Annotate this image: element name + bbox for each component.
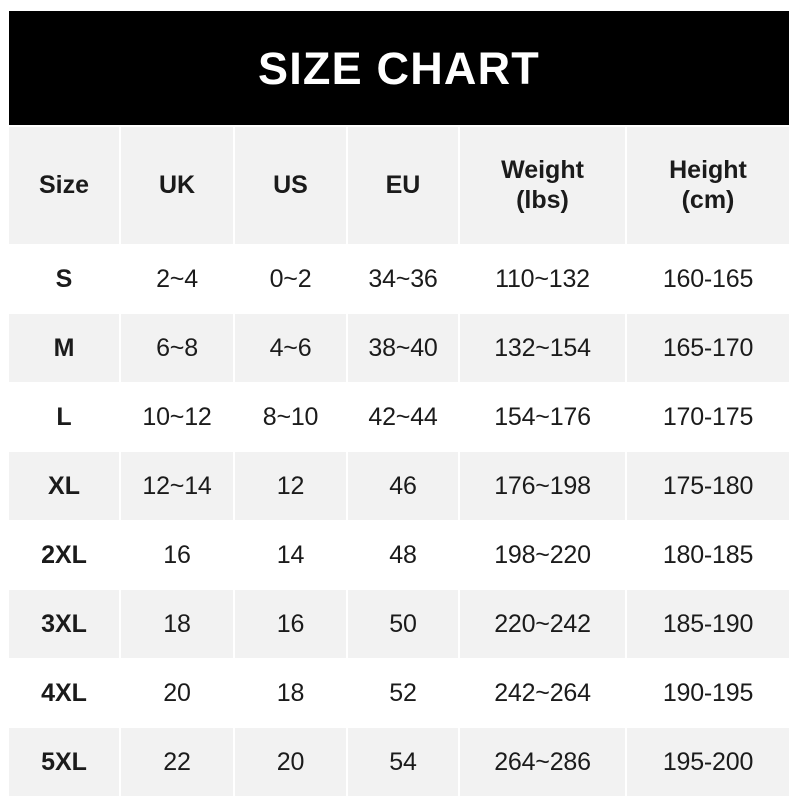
table-row: 4XL 20 18 52 242~264 190-195	[9, 659, 789, 728]
cell-size: 3XL	[9, 590, 121, 659]
column-header-uk: UK	[121, 127, 235, 245]
cell-uk: 22	[121, 728, 235, 796]
title-banner: SIZE CHART	[9, 11, 789, 125]
cell-height: 195-200	[627, 728, 789, 796]
table-row: 5XL 22 20 54 264~286 195-200	[9, 728, 789, 796]
cell-uk: 20	[121, 659, 235, 728]
cell-us: 18	[235, 659, 348, 728]
table-body: S 2~4 0~2 34~36 110~132 160-165 M 6~8 4~6 38~40 13…	[9, 245, 789, 796]
cell-eu: 46	[348, 452, 460, 521]
cell-eu: 48	[348, 521, 460, 590]
cell-weight: 198~220	[460, 521, 627, 590]
cell-us: 4~6	[235, 314, 348, 383]
cell-eu: 38~40	[348, 314, 460, 383]
cell-weight: 176~198	[460, 452, 627, 521]
cell-size: S	[9, 245, 121, 314]
cell-height: 165-170	[627, 314, 789, 383]
cell-weight: 264~286	[460, 728, 627, 796]
cell-weight: 242~264	[460, 659, 627, 728]
cell-eu: 52	[348, 659, 460, 728]
cell-size: 4XL	[9, 659, 121, 728]
cell-uk: 2~4	[121, 245, 235, 314]
column-header-uk-label: UK	[158, 170, 196, 199]
cell-eu: 34~36	[348, 245, 460, 314]
cell-us: 0~2	[235, 245, 348, 314]
cell-us: 14	[235, 521, 348, 590]
column-header-weight: Weight (lbs)	[460, 127, 627, 245]
cell-height: 175-180	[627, 452, 789, 521]
cell-size: 5XL	[9, 728, 121, 796]
cell-uk: 10~12	[121, 383, 235, 452]
cell-eu: 54	[348, 728, 460, 796]
table-header-row: Size UK US EU Weight (lbs)	[9, 127, 789, 245]
cell-uk: 12~14	[121, 452, 235, 521]
cell-uk: 16	[121, 521, 235, 590]
cell-us: 16	[235, 590, 348, 659]
cell-eu: 42~44	[348, 383, 460, 452]
table-row: XL 12~14 12 46 176~198 175-180	[9, 452, 789, 521]
page-title: SIZE CHART	[258, 42, 540, 94]
cell-uk: 6~8	[121, 314, 235, 383]
column-header-height: Height (cm)	[627, 127, 789, 245]
cell-size: XL	[9, 452, 121, 521]
cell-size: 2XL	[9, 521, 121, 590]
column-header-height-unit: (cm)	[681, 185, 735, 214]
cell-uk: 18	[121, 590, 235, 659]
column-header-eu: EU	[348, 127, 460, 245]
cell-eu: 50	[348, 590, 460, 659]
table-row: 3XL 18 16 50 220~242 185-190	[9, 590, 789, 659]
column-header-size-label: Size	[38, 170, 90, 199]
cell-height: 190-195	[627, 659, 789, 728]
size-chart-table: Size UK US EU Weight (lbs)	[9, 127, 789, 796]
table-row: 2XL 16 14 48 198~220 180-185	[9, 521, 789, 590]
column-header-height-label: Height	[669, 156, 747, 184]
column-header-eu-label: EU	[385, 170, 421, 199]
cell-height: 170-175	[627, 383, 789, 452]
table-header: Size UK US EU Weight (lbs)	[9, 127, 789, 245]
cell-weight: 132~154	[460, 314, 627, 383]
cell-weight: 110~132	[460, 245, 627, 314]
cell-us: 12	[235, 452, 348, 521]
column-header-size: Size	[9, 127, 121, 245]
cell-height: 180-185	[627, 521, 789, 590]
cell-size: L	[9, 383, 121, 452]
cell-height: 160-165	[627, 245, 789, 314]
size-chart-table-container: Size UK US EU Weight (lbs)	[9, 127, 789, 796]
cell-us: 8~10	[235, 383, 348, 452]
column-header-us: US	[235, 127, 348, 245]
table-row: S 2~4 0~2 34~36 110~132 160-165	[9, 245, 789, 314]
cell-height: 185-190	[627, 590, 789, 659]
column-header-weight-label: Weight	[501, 156, 584, 184]
cell-us: 20	[235, 728, 348, 796]
cell-weight: 154~176	[460, 383, 627, 452]
column-header-weight-unit: (lbs)	[516, 185, 569, 214]
cell-size: M	[9, 314, 121, 383]
table-row: L 10~12 8~10 42~44 154~176 170-175	[9, 383, 789, 452]
column-header-us-label: US	[273, 170, 308, 199]
table-row: M 6~8 4~6 38~40 132~154 165-170	[9, 314, 789, 383]
cell-weight: 220~242	[460, 590, 627, 659]
